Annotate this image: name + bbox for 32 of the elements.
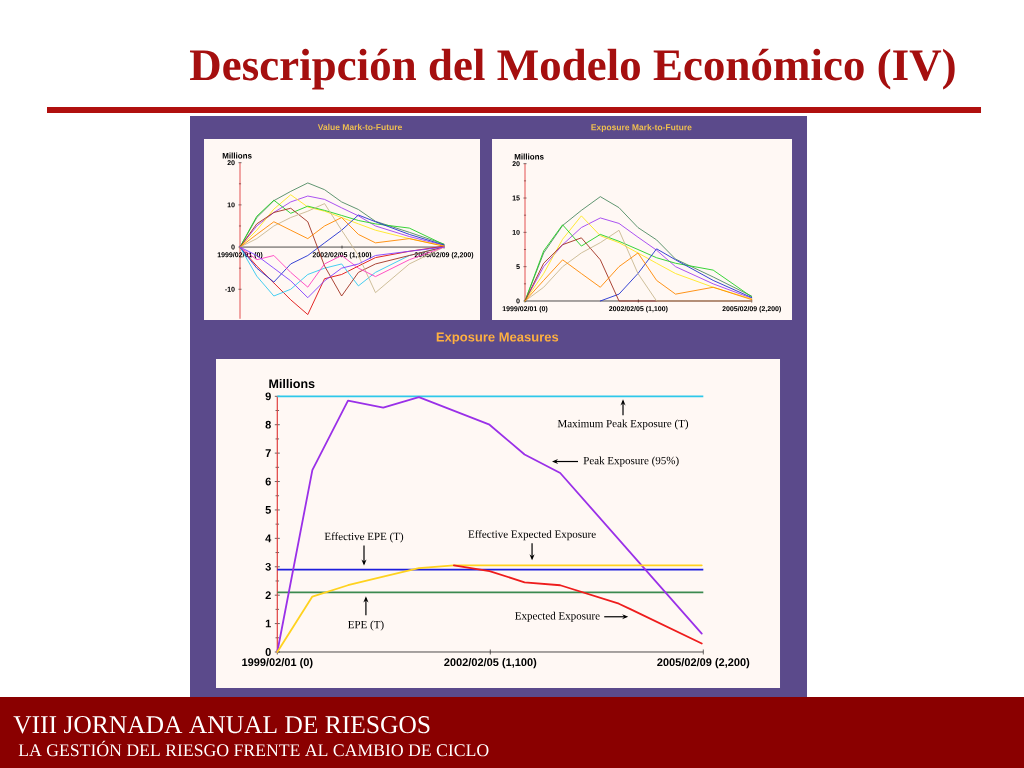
y-tick-label: 0 xyxy=(265,648,271,656)
y-tick-label: 5 xyxy=(265,506,271,514)
ref-line-label: Effective EPE (T) xyxy=(324,532,404,543)
line-series xyxy=(276,396,703,653)
y-tick-label: 2 xyxy=(265,591,271,600)
text: VIII JORNADA ANUAL DE RIESGOS xyxy=(13,716,430,734)
ref-line-label: EPE (T) xyxy=(348,620,384,631)
text: Effective Expected Exposure xyxy=(468,530,596,541)
line-series xyxy=(599,248,753,302)
y-tick-label: 8 xyxy=(265,420,271,429)
chart-title: Value Mark-to-Future xyxy=(317,123,402,131)
series-label: Peak Exposure (95%) xyxy=(583,456,679,467)
y-axis-title: Millions xyxy=(222,152,252,159)
chart-title: Exposure Measures xyxy=(436,332,559,345)
y-tick-label: 3 xyxy=(265,562,271,571)
x-tick-label: 2002/02/05 (1,100) xyxy=(444,658,537,669)
y-tick-label: 6 xyxy=(265,477,271,486)
y-tick-label: 7 xyxy=(265,449,271,457)
y-tick-label: 9 xyxy=(265,392,271,401)
line-series xyxy=(453,564,703,645)
x-tick-label: 2005/02/09 (2,200) xyxy=(657,658,750,669)
y-tick-label: 4 xyxy=(265,534,272,543)
y-tick-label: 1 xyxy=(265,619,271,628)
series-label: Expected Exposure xyxy=(515,611,600,622)
text: LA GESTIÓN DEL RIESGO FRENTE AL CAMBIO DE CICLO xyxy=(18,740,489,757)
chart-title: Exposure Mark-to-Future xyxy=(591,124,692,132)
line-series xyxy=(239,217,445,248)
x-tick-label: 1999/02/01 (0) xyxy=(242,658,313,669)
text: Descripción del Modelo Económico (IV) xyxy=(189,48,955,90)
ref-line-label: Maximum Peak Exposure (T) xyxy=(557,419,689,430)
y-axis-title: Millions xyxy=(514,153,544,160)
y-axis-title: Millions xyxy=(269,378,315,389)
